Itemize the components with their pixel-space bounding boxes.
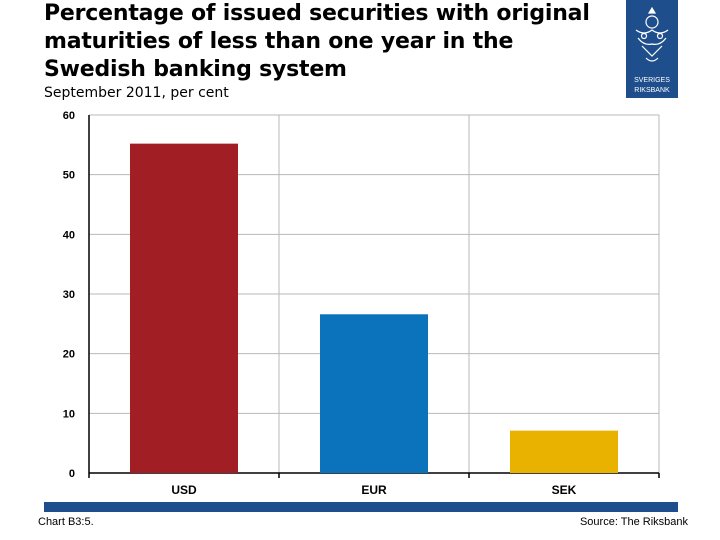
bar-usd: [130, 143, 238, 473]
y-tick-label: 0: [69, 468, 75, 480]
logo-text-bottom: RIKSBANK: [634, 87, 670, 94]
y-tick-label: 10: [63, 408, 75, 420]
footer-bar: [44, 502, 678, 512]
riksbank-logo: SVERIGES RIKSBANK: [626, 0, 678, 98]
chart-title: Percentage of issued securities with ori…: [44, 1, 590, 82]
y-tick-label: 50: [63, 170, 75, 182]
chart-id: Chart B3:5.: [38, 516, 94, 528]
bar-eur: [320, 314, 428, 473]
y-tick-label: 40: [63, 229, 75, 241]
x-tick-label: SEK: [552, 483, 577, 497]
x-tick-label: EUR: [361, 483, 387, 497]
bar-sek: [510, 430, 618, 473]
y-tick-label: 20: [63, 349, 75, 361]
y-tick-label: 60: [63, 110, 75, 122]
y-tick-label: 30: [63, 289, 75, 301]
x-tick-label: USD: [171, 483, 197, 497]
source-note: Source: The Riksbank: [579, 516, 688, 528]
chart-subtitle: September 2011, per cent: [44, 85, 229, 101]
logo-text-top: SVERIGES: [634, 77, 670, 84]
